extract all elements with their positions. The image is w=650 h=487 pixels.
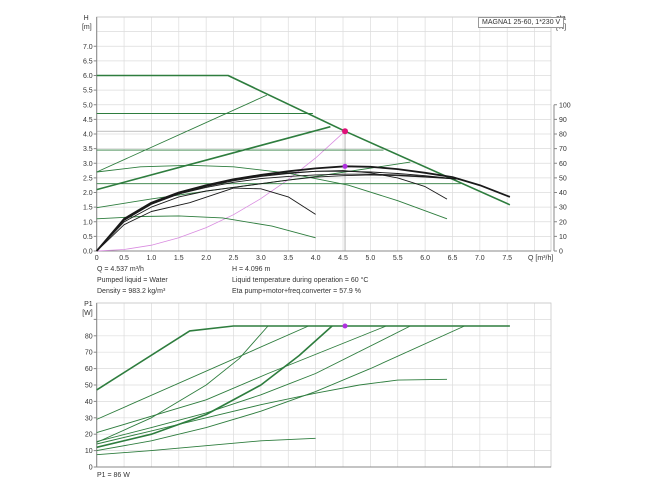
y-tick-label: 1.5 (83, 205, 93, 212)
power-curve-p1-c (96, 325, 333, 449)
y-tick-label: 3.5 (83, 146, 93, 153)
power-axis-label: P1 (84, 301, 93, 308)
power-curve-p1-f (96, 325, 465, 452)
y-tick-label: 0.5 (83, 234, 93, 241)
y2-tick-label: 60 (559, 161, 567, 168)
info-head: H = 4.096 m (232, 266, 271, 273)
y-tick-label: 2.5 (83, 175, 93, 182)
legend-box: MAGNA1 25-60, 1*230 V (478, 17, 565, 28)
x-tick-label: 5.5 (393, 255, 403, 262)
y-axis-unit: [m] (82, 24, 92, 31)
y-tick-label: 1.0 (83, 219, 93, 226)
y2-tick-label: 40 (559, 190, 567, 197)
y-tick-label: 2.0 (83, 190, 93, 197)
head-curve-prop-pressure-2 (96, 125, 331, 191)
y-tick-label: 5.5 (83, 88, 93, 95)
operating-point-head (342, 128, 349, 135)
y2-tick-label: 50 (559, 175, 567, 182)
x-axis-label: Q [m³/h] (528, 255, 553, 262)
head-curve-max-curve (96, 74, 511, 206)
eta-curve-eta-max (96, 165, 511, 252)
info-liquid: Pumped liquid = Water (97, 277, 168, 284)
x-tick-label: 1.0 (147, 255, 157, 262)
power-tick-label: 50 (85, 383, 93, 390)
y2-tick-label: 30 (559, 205, 567, 212)
operating-point-eta (342, 163, 348, 169)
power-tick-label: 80 (85, 333, 93, 340)
x-tick-label: 4.5 (338, 255, 348, 262)
y-axis-label: H (84, 15, 89, 22)
power-tick-label: 20 (85, 432, 93, 439)
info-density: Density = 983.2 kg/m³ (97, 288, 166, 295)
x-tick-label: 1.5 (174, 255, 184, 262)
y2-tick-label: 90 (559, 117, 567, 124)
y-tick-label: 0.0 (83, 249, 93, 256)
info-flow: Q = 4.537 m³/h (97, 266, 144, 273)
power-curve-p1-e (96, 325, 411, 443)
x-tick-label: 7.5 (502, 255, 512, 262)
eta-curve-eta-5 (96, 174, 461, 252)
head-curve-const-curve-2 (96, 164, 448, 220)
y-tick-label: 3.0 (83, 161, 93, 168)
info-temperature: Liquid temperature during operation = 60… (232, 277, 369, 284)
power-axis-unit: [W] (82, 310, 93, 317)
y-tick-label: 6.5 (83, 58, 93, 65)
power-tick-label: 70 (85, 350, 93, 357)
x-tick-label: 6.0 (420, 255, 430, 262)
eta-curve-eta-6 (96, 187, 316, 252)
power-tick-label: 10 (85, 448, 93, 455)
x-tick-label: 2.5 (229, 255, 239, 262)
y-tick-label: 7.0 (83, 44, 93, 51)
power-curve-p1-max (96, 325, 510, 391)
x-tick-label: 7.0 (475, 255, 485, 262)
y2-tick-label: 0 (559, 249, 563, 256)
x-tick-label: 0 (95, 255, 99, 262)
y-tick-label: 4.5 (83, 117, 93, 124)
x-tick-label: 0.5 (119, 255, 129, 262)
x-tick-label: 4.0 (311, 255, 321, 262)
head-curve-prop-pressure-1 (96, 94, 268, 173)
y2-tick-label: 20 (559, 219, 567, 226)
y-tick-label: 4.0 (83, 132, 93, 139)
y2-tick-label: 80 (559, 132, 567, 139)
system-curve (96, 130, 346, 252)
x-tick-label: 5.0 (366, 255, 376, 262)
info-power: P1 = 86 W (97, 472, 130, 479)
power-tick-label: 60 (85, 366, 93, 373)
x-tick-label: 2.0 (201, 255, 211, 262)
y-tick-label: 5.0 (83, 102, 93, 109)
y2-tick-label: 70 (559, 146, 567, 153)
power-tick-label: 40 (85, 399, 93, 406)
power-curve-p1-a (96, 325, 269, 443)
eta-curve-eta-4 (96, 173, 461, 252)
x-tick-label: 3.5 (283, 255, 293, 262)
y2-tick-label: 10 (559, 234, 567, 241)
power-curve-p1-b (96, 325, 309, 420)
power-tick-label: 30 (85, 415, 93, 422)
power-curve-p1-g (96, 378, 448, 445)
eta-curve-eta-3 (96, 170, 461, 252)
x-tick-label: 6.5 (448, 255, 458, 262)
operating-point-power (342, 323, 348, 329)
x-tick-label: 3.0 (256, 255, 266, 262)
y2-tick-label: 100 (559, 102, 571, 109)
power-curve-p1-d (96, 325, 387, 434)
info-efficiency: Eta pump+motor+freq.converter = 57.9 % (232, 288, 361, 295)
power-tick-label: 0 (89, 465, 93, 472)
y-tick-label: 6.0 (83, 73, 93, 80)
power-curve-p1-h (96, 437, 316, 456)
